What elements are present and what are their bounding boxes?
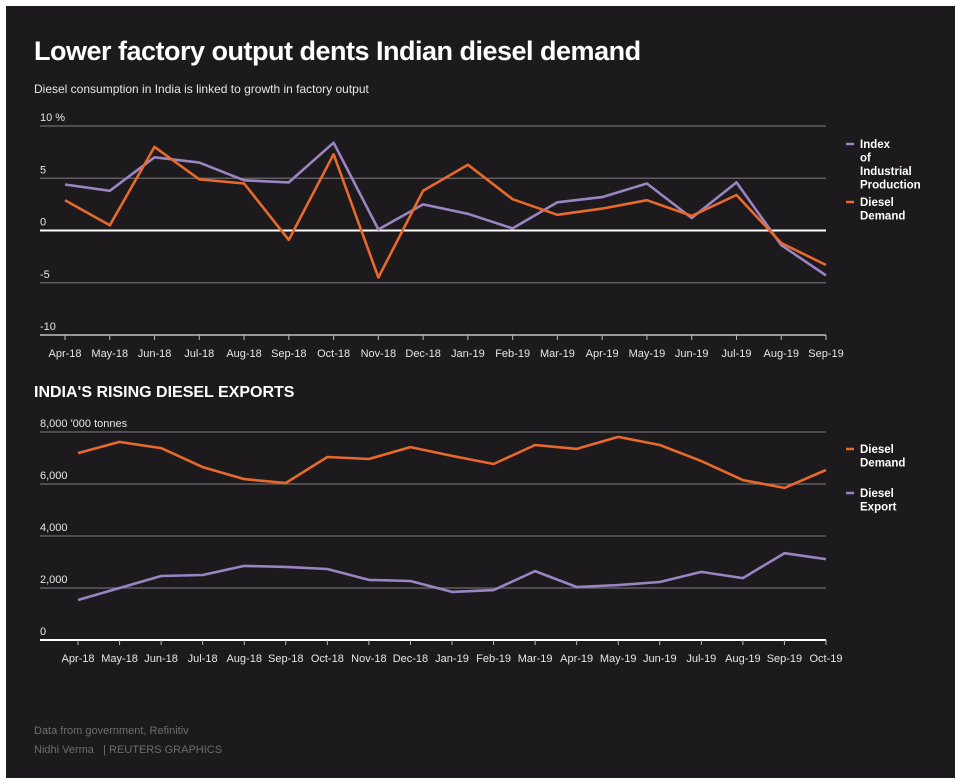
series-line-diesel-export	[77, 551, 827, 602]
x-tick-label: Oct-19	[809, 653, 842, 665]
x-tick-label: Jul-18	[188, 653, 218, 665]
x-tick-label: Jul-18	[184, 348, 214, 360]
legend-label: Diesel Demand	[860, 444, 905, 470]
x-tick-label: Jul-19	[686, 653, 716, 665]
x-tick-label: May-18	[91, 348, 128, 360]
x-tick-label: Apr-18	[48, 348, 81, 360]
x-tick-label: Feb-19	[476, 653, 511, 665]
author: Nidhi Verma	[34, 744, 94, 756]
x-tick-label: May-18	[101, 653, 138, 665]
x-tick-label: Jun-19	[643, 653, 677, 665]
legend-label: Index of Industrial Production	[860, 139, 921, 192]
x-tick-label: Sep-18	[271, 348, 306, 360]
x-tick-label: Feb-19	[495, 348, 530, 360]
chart-title: Lower factory output dents Indian diesel…	[34, 36, 641, 66]
x-tick-label: Oct-18	[317, 348, 350, 360]
x-tick-label: Aug-18	[226, 348, 261, 360]
x-tick-label: May-19	[629, 348, 666, 360]
x-tick-label: Jan-19	[451, 348, 485, 360]
y-tick-label: 8,000 '000 tonnes	[40, 418, 128, 430]
series-line-index-of-industrial-production	[64, 141, 827, 277]
x-tick-label: May-19	[600, 653, 637, 665]
chart-subtitle: Diesel consumption in India is linked to…	[34, 82, 369, 96]
author-note: Nidhi Verma | REUTERS GRAPHICS	[34, 744, 222, 756]
source-note: Data from government, Refinitiv	[34, 725, 189, 737]
x-tick-label: Aug-18	[226, 653, 261, 665]
x-tick-label: Aug-19	[763, 348, 798, 360]
second-chart-title: INDIA'S RISING DIESEL EXPORTS	[34, 384, 295, 401]
x-tick-label: Mar-19	[540, 348, 575, 360]
y-tick-label: 6,000	[40, 470, 68, 482]
x-tick-label: Oct-18	[311, 653, 344, 665]
y-tick-label: 4,000	[40, 522, 68, 534]
series-line-diesel-demand	[64, 145, 827, 279]
x-tick-label: Jul-19	[721, 348, 751, 360]
y-tick-label: -5	[40, 269, 50, 281]
legend-label: Diesel Export	[860, 488, 897, 514]
y-tick-label: 10 %	[40, 112, 65, 124]
chart-panel	[6, 6, 955, 778]
x-tick-label: Sep-19	[808, 348, 843, 360]
x-tick-label: Dec-18	[405, 348, 440, 360]
credit: | REUTERS GRAPHICS	[103, 744, 223, 756]
x-tick-label: Nov-18	[351, 653, 386, 665]
x-tick-label: Sep-19	[767, 653, 802, 665]
y-tick-label: 0	[40, 217, 46, 229]
legend-label: Diesel Demand	[860, 197, 905, 223]
x-tick-label: Nov-18	[361, 348, 396, 360]
x-tick-label: Dec-18	[393, 653, 428, 665]
x-tick-label: Apr-18	[61, 653, 94, 665]
x-tick-label: Aug-19	[725, 653, 760, 665]
x-tick-label: Mar-19	[518, 653, 553, 665]
series-line-diesel-demand	[77, 435, 827, 490]
y-tick-label: 0	[40, 626, 46, 638]
x-tick-label: Jun-18	[144, 653, 178, 665]
y-tick-label: 5	[40, 164, 46, 176]
y-tick-label: 2,000	[40, 574, 68, 586]
y-tick-label: -10	[40, 321, 56, 333]
x-tick-label: Jan-19	[435, 653, 469, 665]
x-tick-label: Apr-19	[560, 653, 593, 665]
x-tick-label: Jun-18	[138, 348, 172, 360]
x-tick-label: Jun-19	[675, 348, 709, 360]
x-tick-label: Sep-18	[268, 653, 303, 665]
x-tick-label: Apr-19	[586, 348, 619, 360]
